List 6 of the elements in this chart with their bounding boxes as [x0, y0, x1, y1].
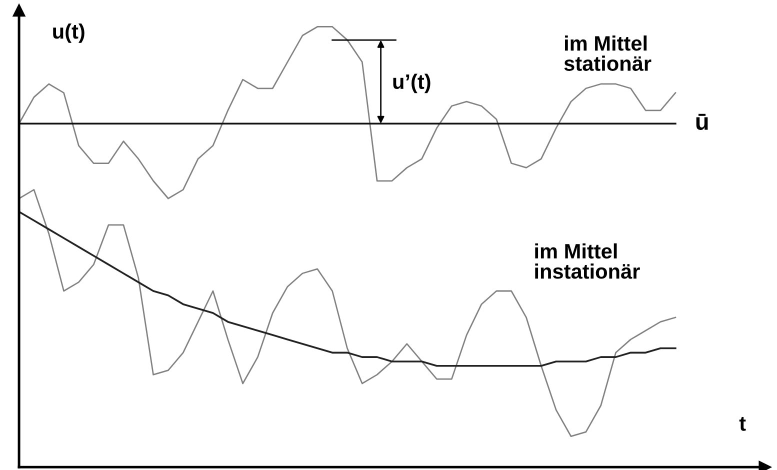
annotation: u’(t) [393, 74, 430, 94]
x-axis-title: t [739, 417, 746, 431]
y-axis-title: u(t) [53, 23, 84, 43]
annotation: im Mittel instationär [535, 243, 640, 279]
series-label: ū [696, 114, 708, 130]
annotation: im Mittel stationär [564, 35, 652, 71]
